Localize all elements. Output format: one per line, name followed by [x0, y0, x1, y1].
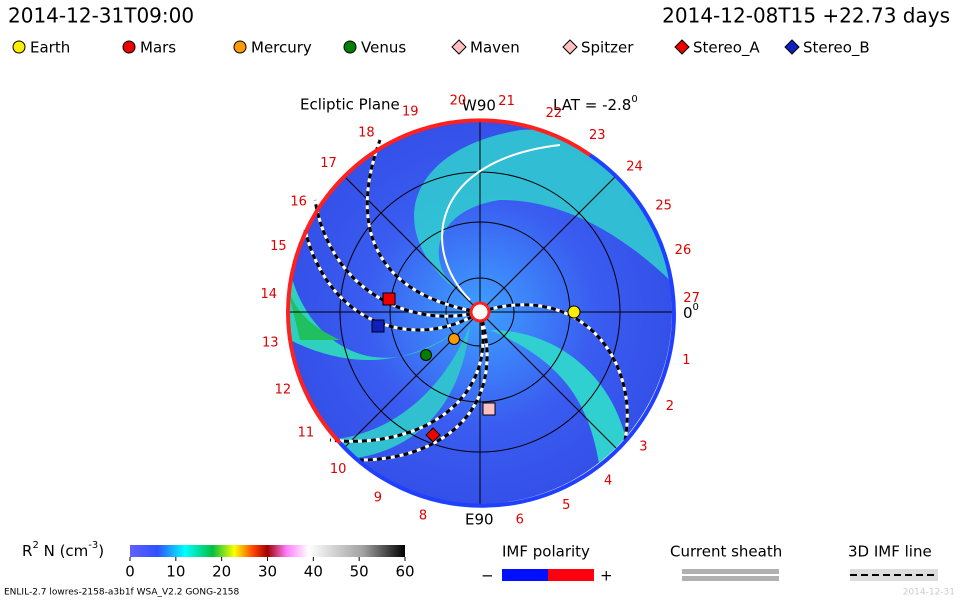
colorbar-tick-label: 50	[350, 563, 369, 581]
day-label: 20	[450, 94, 467, 109]
plot-title: Ecliptic Plane	[300, 96, 400, 114]
polarity-pos	[548, 569, 594, 581]
day-label: 11	[298, 425, 315, 440]
legend-marker	[562, 39, 578, 55]
lat-text: LAT = -2.8	[553, 96, 631, 114]
legend-marker	[343, 40, 357, 54]
legend-label: Venus	[361, 39, 406, 57]
day-label: 23	[589, 128, 606, 143]
day-label: 14	[260, 287, 277, 302]
colorbar-ticks: 0 10 20 30 40 50 60	[125, 557, 415, 581]
cb-rest: N (cm	[39, 542, 88, 560]
legend-marker	[12, 40, 26, 54]
sheath-title: Current sheath	[670, 543, 782, 561]
day-label: 21	[498, 94, 515, 109]
legend: Earth Mars Mercury Venus Maven Spitzer Stereo_…	[12, 39, 870, 58]
day-label: 18	[358, 126, 375, 141]
e90-label: E90	[465, 511, 494, 529]
day-label: 24	[626, 159, 643, 174]
day-label: 25	[655, 199, 672, 214]
legend-label: Mars	[140, 39, 176, 57]
polarity-plus: +	[600, 567, 613, 585]
day-label: 27	[683, 291, 700, 306]
day-label: 6	[516, 513, 524, 528]
lat-unit: 0	[631, 94, 637, 105]
day-label: 19	[402, 104, 419, 119]
polarity-title: IMF polarity	[502, 543, 590, 561]
legend-label: Maven	[470, 39, 520, 57]
legend-marker	[674, 39, 690, 55]
lat-label: LAT = -2.80	[553, 94, 638, 114]
polarity-minus: −	[481, 567, 494, 585]
day-label: 3	[639, 440, 647, 455]
day-label: 9	[374, 490, 382, 505]
day-label: 12	[275, 383, 292, 398]
footer: ENLIL-2.7 lowres-2158-a3b1f WSA_V2.2 GON…	[4, 588, 240, 598]
imf-title: 3D IMF line	[848, 543, 932, 561]
day-label: 17	[320, 156, 337, 171]
day-label: 13	[262, 335, 279, 350]
legend-marker	[233, 40, 247, 54]
colorbar-tick-label: 0	[125, 563, 135, 581]
run-time: 2014-12-08T15 +22.73 days	[662, 4, 950, 28]
legend-marker	[122, 40, 136, 54]
legend-label: Earth	[30, 39, 70, 57]
colorbar	[130, 545, 405, 557]
legend-marker	[451, 39, 467, 55]
colorbar-tick-label: 30	[258, 563, 277, 581]
day-label: 5	[562, 498, 570, 513]
day-label: 16	[290, 195, 307, 210]
cb-sup2: -3	[88, 540, 98, 551]
cb-end: )	[98, 542, 104, 560]
cb-r: R	[22, 542, 32, 560]
day-label: 22	[546, 106, 563, 121]
day-label: 2	[666, 399, 674, 414]
colorbar-label: R2 N (cm-3)	[22, 540, 104, 560]
legend-marker	[784, 39, 800, 55]
day-label: 10	[330, 462, 347, 477]
footer-faint: 2014-12-31	[903, 588, 955, 598]
model-time: 2014-12-31T09:00	[8, 4, 194, 28]
colorbar-tick-label: 20	[212, 563, 231, 581]
w90-label: W90	[462, 97, 496, 115]
zero-text: 0	[683, 304, 693, 322]
day-label: 15	[270, 239, 287, 254]
cb-sup: 2	[32, 540, 38, 551]
day-label: 8	[419, 509, 427, 524]
day-label: 26	[675, 243, 692, 258]
zero-label: 00	[683, 302, 699, 322]
zero-unit: 0	[693, 302, 699, 313]
legend-label: Spitzer	[581, 39, 634, 57]
legend-label: Mercury	[251, 39, 312, 57]
colorbar-tick-label: 10	[166, 563, 185, 581]
polarity-neg	[502, 569, 548, 581]
day-label: 4	[604, 473, 612, 488]
legend-label: Stereo_B	[803, 39, 870, 58]
legend-label: Stereo_A	[693, 39, 760, 58]
colorbar-tick-label: 60	[395, 563, 414, 581]
day-label: 1	[682, 353, 690, 368]
disk	[286, 118, 676, 508]
colorbar-tick-label: 40	[304, 563, 323, 581]
